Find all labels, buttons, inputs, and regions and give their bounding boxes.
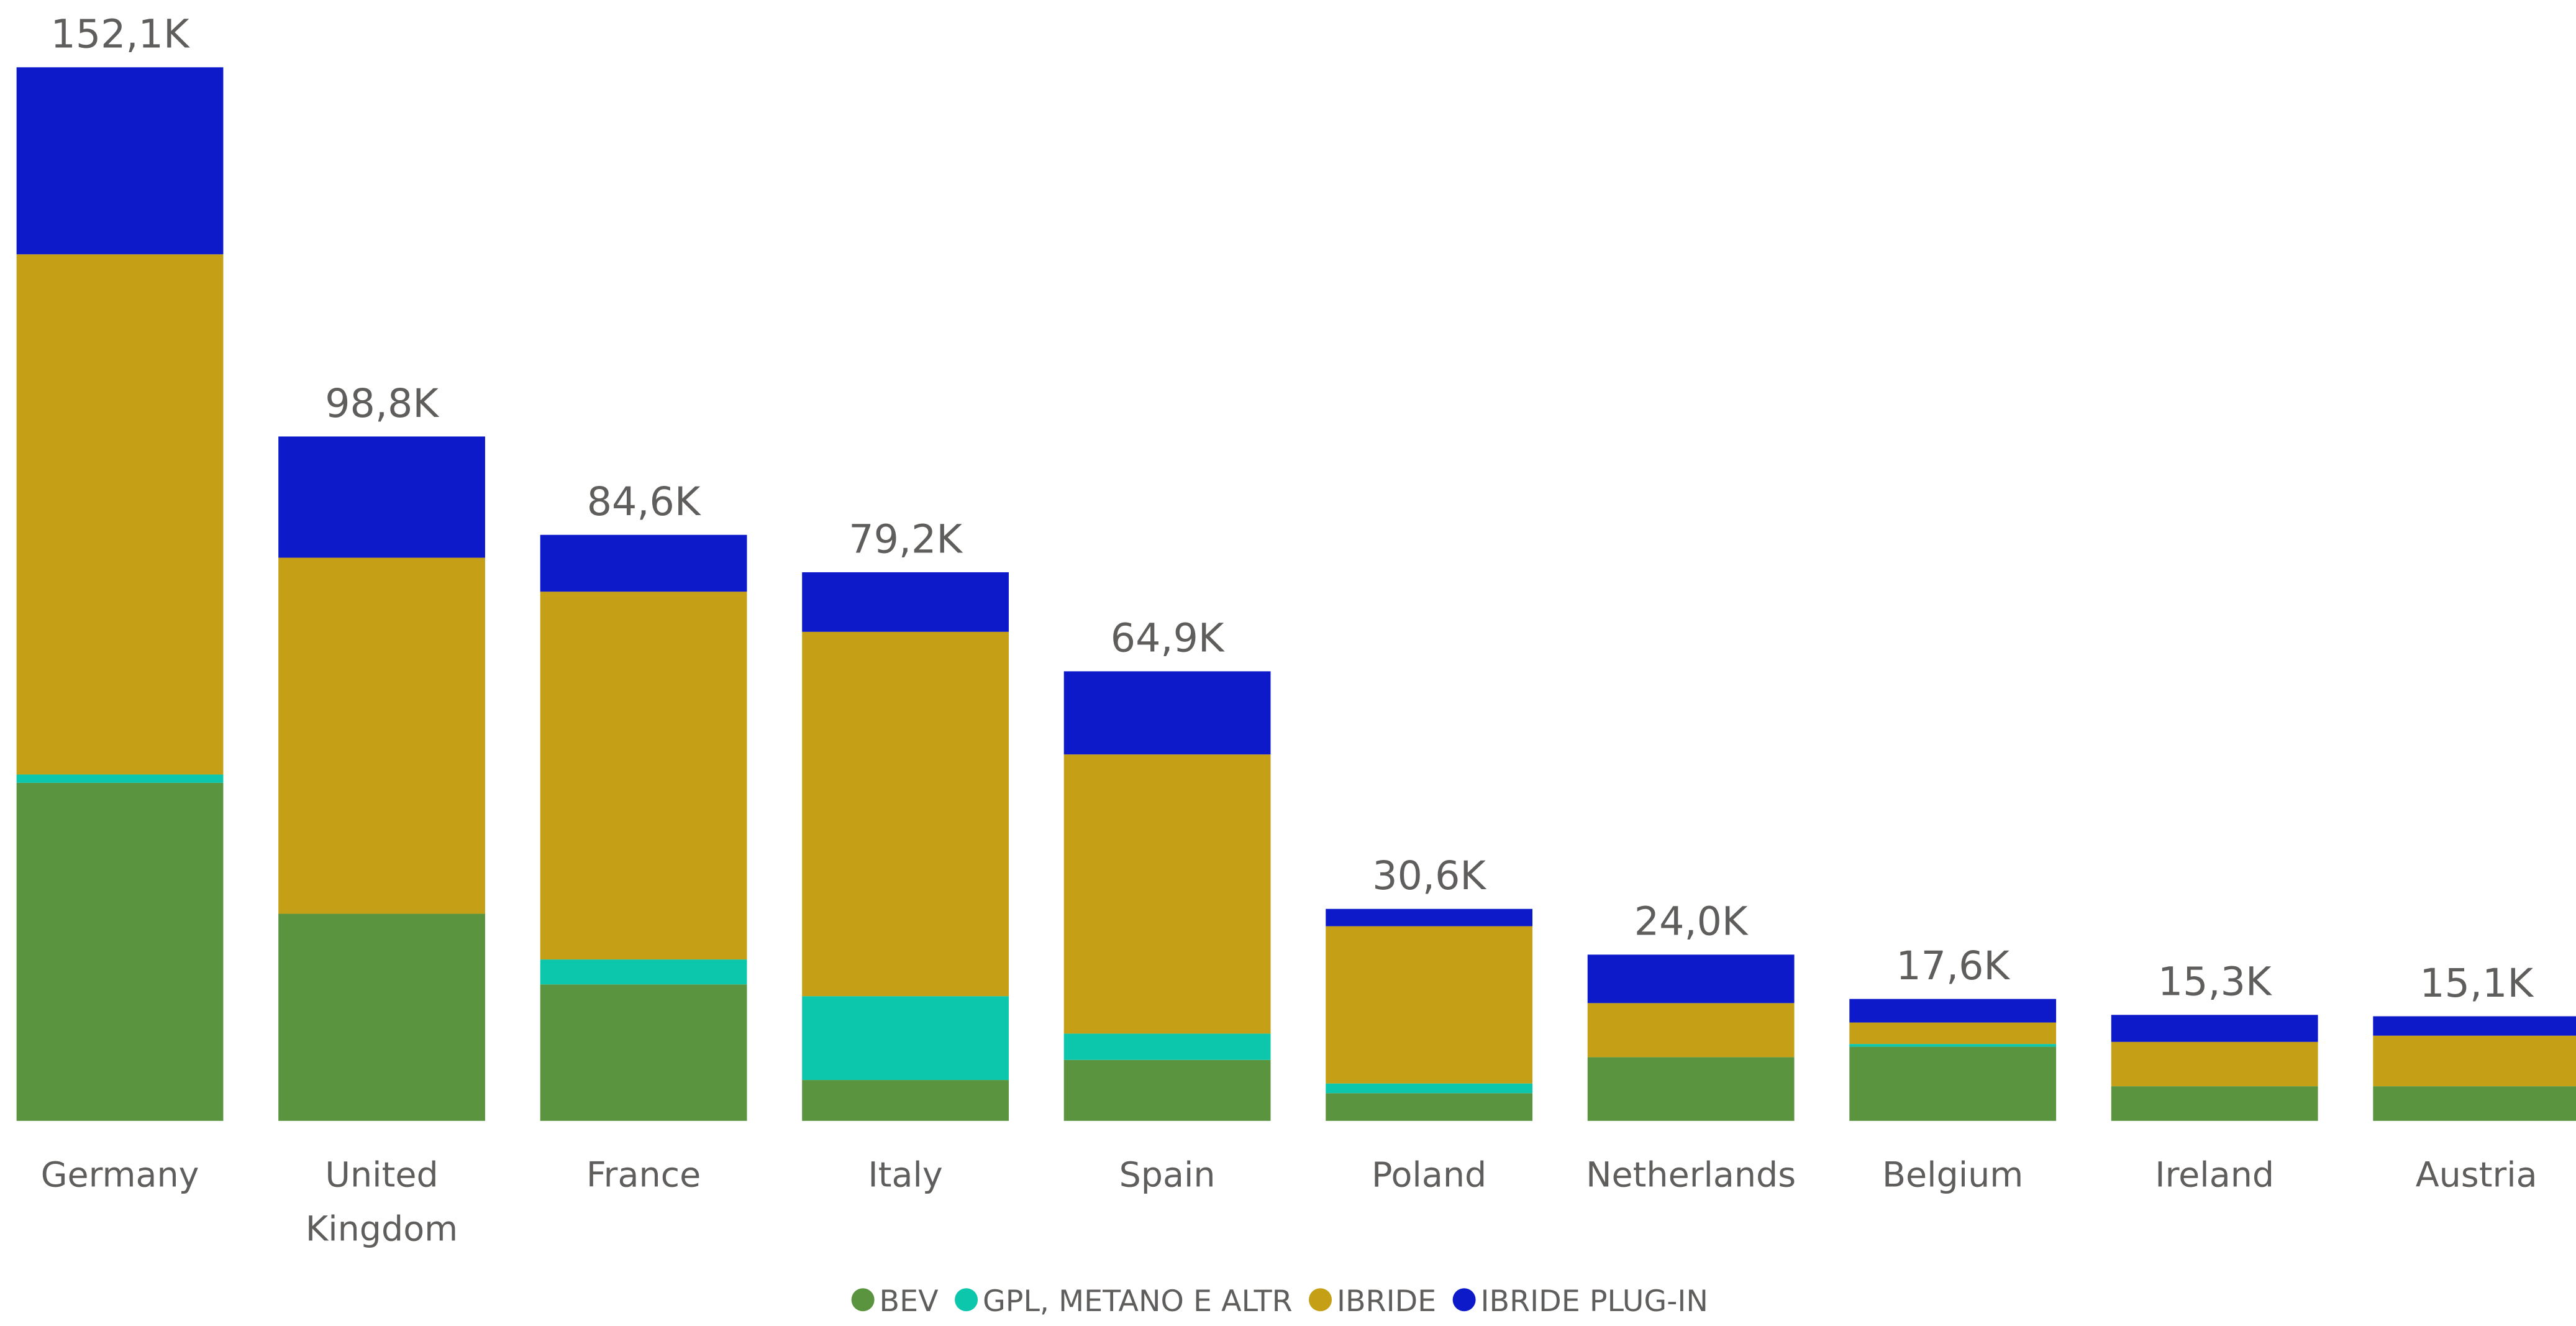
- x-tick-label-box: Poland: [1372, 1155, 1487, 1195]
- bar-segment: [2373, 1035, 2576, 1087]
- x-tick-label: Italy: [868, 1155, 943, 1195]
- bar-segment: [802, 631, 1009, 997]
- x-tick-label-box: Netherlands: [1586, 1155, 1796, 1195]
- bar-segment: [2111, 1041, 2318, 1087]
- x-tick-label-box: Belgium: [1882, 1155, 2024, 1195]
- bar-segment: [1063, 1059, 1271, 1121]
- legend-label: IBRIDE: [1337, 1284, 1436, 1319]
- x-tick-label: Poland: [1372, 1155, 1487, 1195]
- bar-segment: [802, 996, 1009, 1081]
- x-tick-label-box: France: [586, 1155, 701, 1195]
- legend: BEV GPL, METANO E ALTR IBRIDE IBRIDE PLUG-I…: [851, 1284, 1708, 1319]
- bar-segment: [1326, 1083, 1533, 1094]
- x-tick-label-box: Italy: [868, 1155, 943, 1195]
- bar-segment: [802, 1080, 1009, 1121]
- legend-label: GPL, METANO E ALTR: [983, 1284, 1293, 1319]
- bar-segment: [16, 774, 224, 783]
- x-tick-label: Belgium: [1882, 1155, 2024, 1195]
- bar-segment: [1587, 1003, 1795, 1058]
- bar-segment: [1326, 926, 1533, 1084]
- bar-segment: [1326, 908, 1533, 926]
- bar-segment: [1063, 754, 1271, 1034]
- bar-segment: [1849, 1022, 2057, 1045]
- x-tick-label-box: Spain: [1119, 1155, 1216, 1195]
- x-tick-label: Germany: [40, 1155, 199, 1195]
- bar-segment: [1587, 1057, 1795, 1121]
- bar-segment: [2111, 1086, 2318, 1121]
- bar-segment: [16, 782, 224, 1121]
- bar-segment: [1326, 1093, 1533, 1121]
- bar-segment: [278, 436, 485, 558]
- bar-segment: [1587, 954, 1795, 1004]
- bar-segment: [278, 913, 485, 1121]
- bar-segment: [1063, 671, 1271, 755]
- legend-marker: [955, 1288, 978, 1312]
- legend-marker: [1309, 1288, 1332, 1312]
- x-tick-label: Netherlands: [1586, 1155, 1796, 1195]
- total-label: 30,6K: [1372, 853, 1486, 898]
- bar-segment: [1063, 1033, 1271, 1060]
- total-label: 79,2K: [849, 516, 963, 562]
- legend-marker: [1452, 1288, 1476, 1312]
- total-label: 17,6K: [1896, 943, 2010, 989]
- bar-segment: [1849, 999, 2057, 1023]
- x-tick-label-box: Germany: [40, 1155, 199, 1195]
- total-label: 15,1K: [2419, 960, 2534, 1006]
- x-tick-label: Austria: [2415, 1155, 2537, 1195]
- legend-label: IBRIDE PLUG-IN: [1481, 1284, 1708, 1319]
- bar-segment: [16, 254, 224, 775]
- legend-marker: [851, 1288, 875, 1312]
- bar-segment: [16, 67, 224, 255]
- x-tick-label-box: United Kingdom: [305, 1155, 458, 1249]
- x-tick-label: Spain: [1119, 1155, 1216, 1195]
- x-tick-label-box: Ireland: [2155, 1155, 2275, 1195]
- total-label: 24,0K: [1634, 898, 1749, 944]
- x-tick-label: France: [586, 1155, 701, 1195]
- bar-segment: [540, 959, 747, 985]
- bar-segment: [540, 984, 747, 1121]
- bar-segment: [2373, 1016, 2576, 1036]
- x-tick-label: Ireland: [2155, 1155, 2275, 1195]
- bar-segment: [2111, 1015, 2318, 1042]
- bar-segment: [540, 592, 747, 960]
- bar-segment: [802, 572, 1009, 632]
- bar-segment: [540, 534, 747, 592]
- bar-segment: [278, 557, 485, 914]
- total-label: 152,1K: [51, 11, 190, 57]
- x-tick-label: United Kingdom: [305, 1155, 458, 1249]
- bar-segment: [1849, 1046, 2057, 1121]
- total-label: 64,9K: [1111, 615, 1225, 661]
- x-tick-label-box: Austria: [2415, 1155, 2537, 1195]
- total-label: 84,6K: [587, 478, 701, 524]
- total-label: 15,3K: [2158, 959, 2272, 1005]
- total-label: 98,8K: [325, 380, 439, 426]
- bar-segment: [1849, 1044, 2057, 1047]
- bar-segment: [2373, 1086, 2576, 1121]
- legend-label: BEV: [880, 1284, 939, 1319]
